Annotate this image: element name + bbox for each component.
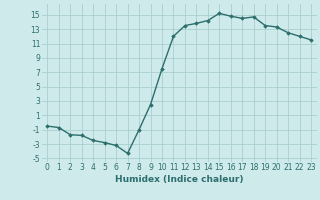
- X-axis label: Humidex (Indice chaleur): Humidex (Indice chaleur): [115, 175, 244, 184]
